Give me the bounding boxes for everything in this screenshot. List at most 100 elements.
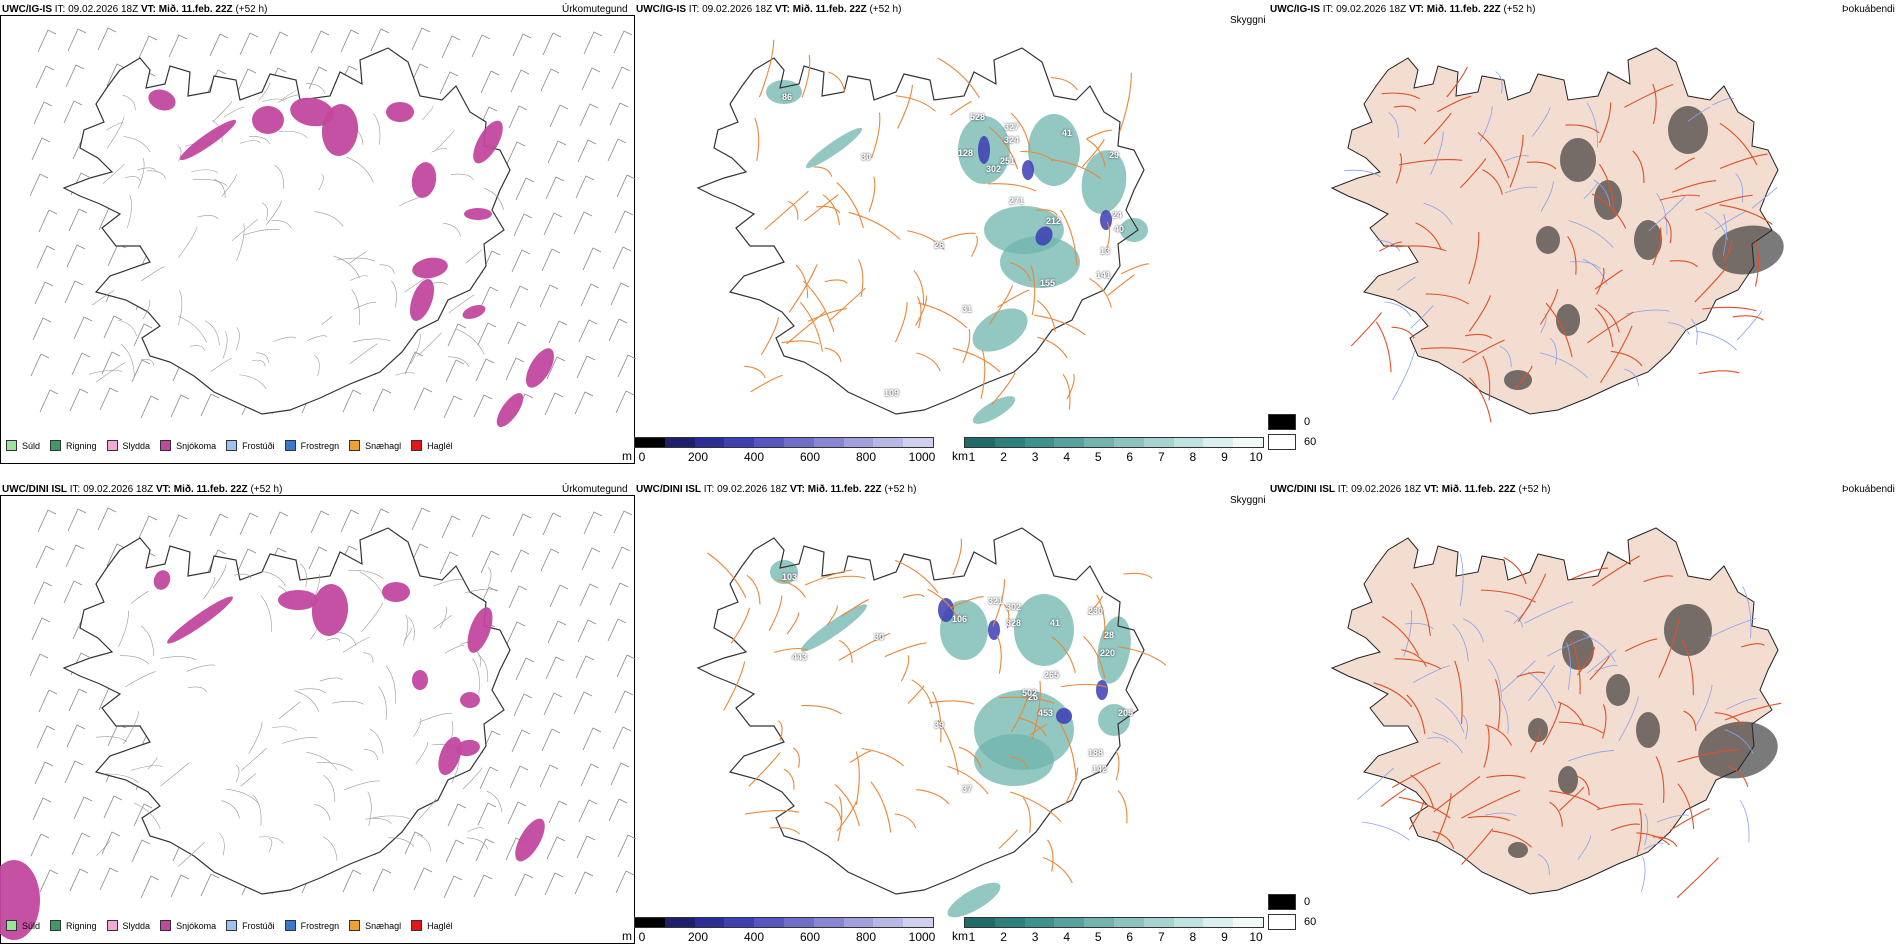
line-feature bbox=[96, 839, 111, 856]
colorbar-tick: 200 bbox=[687, 450, 709, 464]
shaded-area bbox=[1035, 226, 1053, 246]
wind-barb bbox=[34, 281, 54, 305]
wind-barb bbox=[73, 316, 93, 340]
visibility-value: 13 bbox=[1100, 246, 1111, 256]
visibility-value: 30 bbox=[861, 152, 872, 162]
line-feature bbox=[1690, 318, 1698, 345]
visibility-title: Skyggni bbox=[1230, 15, 1266, 26]
line-feature bbox=[178, 226, 198, 258]
wind-barb bbox=[63, 580, 83, 604]
wind-barb bbox=[578, 799, 598, 823]
wind-barb bbox=[63, 100, 83, 124]
wind-barb bbox=[509, 285, 529, 309]
line-feature bbox=[1087, 595, 1103, 615]
line-feature bbox=[1010, 112, 1031, 151]
wind-barb bbox=[514, 873, 534, 897]
legend-label: Súld bbox=[22, 920, 41, 931]
line-feature bbox=[1504, 155, 1529, 162]
shaded-area bbox=[1504, 370, 1532, 390]
wind-barb bbox=[539, 764, 559, 788]
line-feature bbox=[271, 219, 292, 229]
line-feature bbox=[487, 566, 492, 587]
line-feature bbox=[1567, 235, 1577, 275]
line-feature bbox=[1479, 106, 1493, 142]
line-feature bbox=[750, 374, 783, 393]
line-feature bbox=[422, 105, 434, 120]
wind-barb bbox=[509, 765, 529, 789]
fog-legend-row: 0 bbox=[1268, 412, 1316, 432]
wind-barb bbox=[71, 832, 91, 856]
line-feature bbox=[1624, 83, 1674, 108]
wind-barb bbox=[39, 869, 59, 893]
wind-barb bbox=[310, 30, 330, 54]
wind-barb bbox=[547, 140, 567, 164]
line-feature bbox=[783, 768, 795, 790]
line-feature bbox=[1051, 636, 1076, 674]
road-network bbox=[707, 538, 1167, 884]
line-feature bbox=[141, 358, 154, 366]
legend-swatch bbox=[226, 440, 238, 451]
line-feature bbox=[378, 686, 387, 720]
shaded-area bbox=[321, 104, 359, 156]
line-feature bbox=[1503, 556, 1527, 585]
wind-barb bbox=[269, 511, 289, 535]
line-feature bbox=[1391, 326, 1415, 339]
colorbar-cell bbox=[994, 438, 1025, 447]
wind-barb bbox=[540, 548, 560, 572]
line-feature bbox=[410, 334, 421, 365]
visibility-value: 453 bbox=[1038, 708, 1054, 718]
wind-barb bbox=[510, 549, 530, 573]
line-feature bbox=[1468, 232, 1480, 285]
wind-barb bbox=[614, 210, 634, 234]
wind-barb bbox=[170, 394, 190, 418]
line-feature bbox=[444, 644, 465, 654]
line-feature bbox=[937, 720, 959, 775]
colorbar-cell bbox=[1143, 438, 1174, 447]
shaded-area bbox=[1536, 226, 1560, 254]
wind-barb bbox=[66, 244, 86, 268]
visibility-panel-1: UWC/IG-IS IT: 09.02.2026 18Z VT: Mið. 11… bbox=[622, 0, 1268, 470]
line-feature bbox=[988, 285, 1013, 325]
line-feature bbox=[1105, 221, 1111, 251]
wind-barb bbox=[106, 63, 126, 87]
wind-barb bbox=[29, 173, 49, 197]
wind-barb bbox=[608, 318, 628, 342]
visibility-value: 230 bbox=[1088, 606, 1104, 616]
colorbar-tick: 2 bbox=[1000, 450, 1007, 464]
line-feature bbox=[792, 747, 800, 768]
shaded-area bbox=[1528, 718, 1548, 742]
wind-barb bbox=[310, 510, 330, 534]
line-feature bbox=[1043, 856, 1073, 884]
line-feature bbox=[840, 599, 869, 617]
legend-label: Slydda bbox=[122, 920, 151, 931]
colorbar-cell bbox=[664, 438, 695, 447]
line-feature bbox=[748, 752, 781, 787]
precip-title: Úrkomutegund bbox=[562, 4, 628, 15]
wind-barb bbox=[340, 509, 360, 533]
wind-barb bbox=[30, 833, 50, 857]
iceland-outline bbox=[62, 527, 511, 895]
wind-barb bbox=[200, 393, 220, 417]
visibility-value: 212 bbox=[1046, 216, 1062, 226]
legend-item: Rigning bbox=[50, 920, 97, 931]
line-feature bbox=[1452, 623, 1469, 662]
shaded-area bbox=[382, 582, 410, 602]
line-feature bbox=[1704, 211, 1729, 241]
wind-barb bbox=[131, 839, 151, 863]
shaded-area bbox=[179, 119, 237, 161]
legend-swatch bbox=[6, 920, 17, 931]
legend-swatch bbox=[349, 920, 361, 931]
line-feature bbox=[970, 235, 978, 257]
line-feature bbox=[92, 290, 115, 306]
line-feature bbox=[122, 95, 136, 111]
wind-barb bbox=[38, 209, 58, 233]
line-feature bbox=[160, 656, 197, 661]
line-feature bbox=[319, 677, 343, 682]
line-feature bbox=[1062, 373, 1071, 410]
vt-label: VT: bbox=[140, 4, 156, 15]
colorbar-tick: 5 bbox=[1094, 450, 1102, 464]
line-feature bbox=[349, 275, 368, 281]
line-feature bbox=[1583, 182, 1598, 200]
line-feature bbox=[1714, 210, 1748, 231]
wind-barb bbox=[507, 321, 527, 345]
